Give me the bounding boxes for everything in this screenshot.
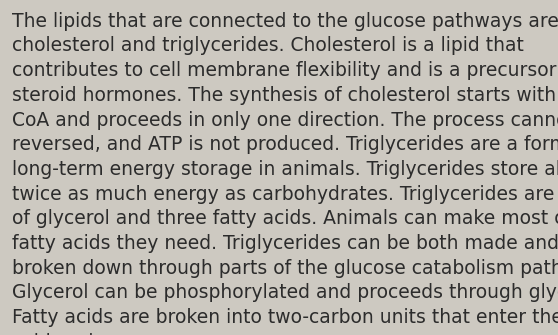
Text: The lipids that are connected to the glucose pathways are
cholesterol and trigly: The lipids that are connected to the glu… [12, 12, 558, 335]
